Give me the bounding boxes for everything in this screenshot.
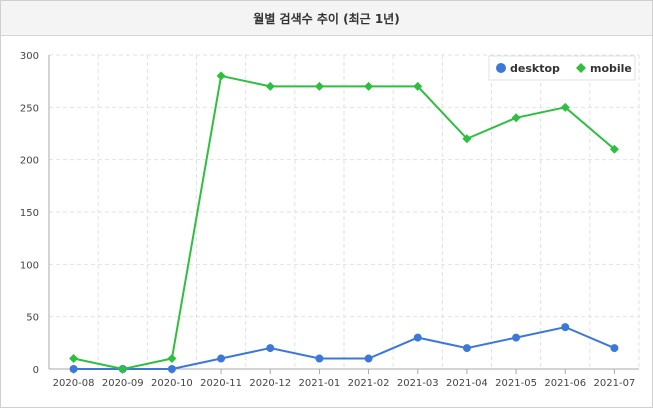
legend-box <box>488 55 636 81</box>
legend-marker-desktop <box>496 63 506 73</box>
mobile-point[interactable] <box>462 134 472 144</box>
x-tick-label: 2021-06 <box>544 378 586 389</box>
y-tick-label: 0 <box>33 365 39 376</box>
desktop-point[interactable] <box>610 344 619 353</box>
x-tick-label: 2020-08 <box>53 378 95 389</box>
y-tick-label: 50 <box>26 313 39 324</box>
desktop-point[interactable] <box>217 354 226 363</box>
y-tick-label: 250 <box>20 103 39 114</box>
desktop-point[interactable] <box>462 344 471 353</box>
chart-legend[interactable]: desktop mobile <box>488 55 636 81</box>
mobile-point[interactable] <box>560 102 570 112</box>
desktop-point[interactable] <box>315 354 324 363</box>
mobile-point[interactable] <box>167 354 177 364</box>
mobile-point[interactable] <box>609 144 619 154</box>
chart-series <box>69 71 619 374</box>
mobile-point[interactable] <box>118 364 128 374</box>
y-tick-label: 150 <box>20 208 39 219</box>
legend-marker-mobile <box>576 63 586 73</box>
chart-header: 월별 검색수 추이 (최근 1년) <box>1 1 652 36</box>
chart-grid <box>49 54 640 369</box>
chart-title: 월별 검색수 추이 (최근 1년) <box>253 11 400 26</box>
mobile-point[interactable] <box>364 81 374 91</box>
desktop-point[interactable] <box>266 344 275 353</box>
series-line-mobile <box>73 74 616 371</box>
desktop-point[interactable] <box>69 365 78 373</box>
x-tick-label: 2021-02 <box>348 378 390 389</box>
desktop-point[interactable] <box>413 333 422 342</box>
x-tick-label: 2020-09 <box>102 378 144 389</box>
x-tick-label: 2021-03 <box>397 378 439 389</box>
mobile-point[interactable] <box>265 81 275 91</box>
x-tick-label: 2021-07 <box>594 378 636 389</box>
x-tick-label: 2020-11 <box>200 378 242 389</box>
x-tick-label: 2021-05 <box>495 378 537 389</box>
x-tick-label: 2020-10 <box>151 378 193 389</box>
y-tick-label: 200 <box>20 156 39 167</box>
series-line-desktop <box>73 326 615 370</box>
desktop-point[interactable] <box>561 323 570 332</box>
desktop-point[interactable] <box>512 333 521 342</box>
x-tick-label: 2021-01 <box>299 378 341 389</box>
chart-axes: 0 50 100 150 200 250 300 2020-08 2020-09 2020-10 2… <box>20 51 639 389</box>
mobile-point[interactable] <box>511 113 521 123</box>
mobile-point[interactable] <box>314 81 324 91</box>
legend-label-mobile[interactable]: mobile <box>590 62 632 75</box>
mobile-point[interactable] <box>69 354 79 364</box>
mobile-point[interactable] <box>216 71 226 81</box>
x-tick-label: 2020-12 <box>249 378 291 389</box>
desktop-point[interactable] <box>167 365 176 373</box>
legend-label-desktop[interactable]: desktop <box>510 62 560 75</box>
y-tick-label: 300 <box>20 51 39 62</box>
desktop-point[interactable] <box>364 354 373 363</box>
x-tick-label: 2021-04 <box>446 378 488 389</box>
y-tick-label: 100 <box>20 260 39 271</box>
mobile-point[interactable] <box>413 81 423 91</box>
